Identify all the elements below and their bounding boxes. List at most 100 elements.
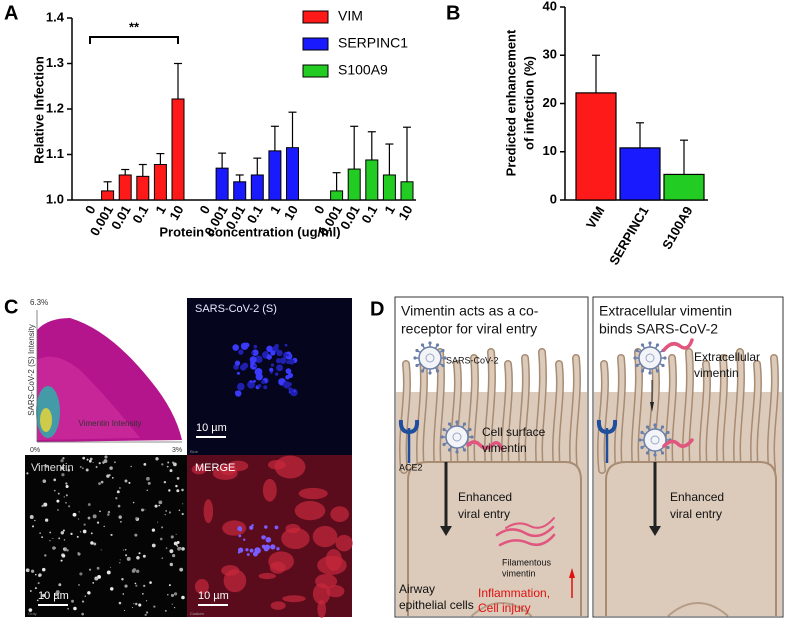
red-signal: [267, 460, 286, 470]
virus-spike: [441, 348, 445, 353]
gray-signal: [134, 533, 138, 537]
microvillus: [468, 355, 478, 473]
gray-signal: [82, 467, 84, 470]
gray-signal: [147, 481, 151, 485]
microvillus: [666, 355, 676, 473]
gray-signal: [65, 494, 68, 497]
blue-signal: [251, 349, 259, 357]
red-signal: [191, 464, 207, 475]
outcome-label: Inflammation,: [478, 586, 550, 600]
blue-signal: [269, 367, 274, 373]
blue-signal: [232, 344, 239, 351]
error-bar: [218, 152, 227, 169]
blue-signal: [255, 355, 263, 364]
bar: [330, 190, 344, 201]
gray-signal: [119, 559, 121, 561]
blue-signal: [285, 368, 292, 374]
gray-signal: [67, 468, 71, 472]
red-signal: [262, 478, 277, 502]
image-texture: [25, 342, 353, 618]
gray-signal: [28, 608, 33, 612]
red-signal: [330, 506, 349, 522]
gray-signal: [112, 477, 114, 479]
gray-signal: [119, 562, 121, 564]
x-axis-label: Protein concentration (ug/ml): [159, 224, 340, 239]
bar: [575, 92, 617, 201]
error-bar: [350, 125, 359, 170]
blue-signal: [251, 351, 254, 355]
y-axis-label: Relative Infection: [31, 56, 46, 164]
gray-signal: [52, 546, 56, 550]
blue-signal: [251, 524, 254, 527]
gray-signal: [99, 510, 101, 513]
blue-signal: [274, 343, 279, 349]
virus-core: [452, 432, 462, 442]
bar: [171, 98, 185, 201]
box-title: receptor for viral entry: [401, 321, 537, 337]
gray-signal: [72, 512, 77, 517]
gray-signal: [84, 595, 86, 597]
blue-signal: [254, 368, 263, 376]
gray-signal: [128, 481, 131, 484]
blue-signal: [261, 535, 266, 540]
blue-signal: [284, 343, 288, 347]
arrow-head: [650, 402, 654, 412]
vimentin-label: Cell surface: [482, 425, 546, 439]
microvillus: [502, 361, 512, 473]
channel-label: Gray: [28, 611, 37, 616]
gray-signal: [49, 540, 51, 542]
gray-signal: [151, 543, 156, 548]
red-signal: [312, 525, 338, 548]
microvillus: [632, 349, 642, 473]
error-bar: [636, 122, 644, 148]
y-tick-label: 1.2: [46, 100, 64, 115]
gray-signal: [124, 548, 127, 551]
microvillus: [536, 349, 546, 473]
y-tick-label: 30: [543, 47, 557, 62]
gray-signal: [43, 502, 48, 507]
gray-signal: [168, 489, 171, 492]
red-signal: [317, 555, 347, 575]
gray-signal: [164, 609, 167, 612]
blue-signal: [288, 387, 293, 392]
blue-signal: [274, 372, 279, 376]
gray-signal: [37, 582, 40, 585]
gray-signal: [29, 515, 34, 519]
gray-signal: [136, 555, 140, 560]
blue-signal: [242, 362, 249, 369]
gray-signal: [138, 552, 141, 555]
virus-icon: [413, 341, 447, 375]
error-bar: [253, 157, 262, 175]
panel-label: D: [370, 298, 384, 320]
red-signal: [285, 523, 301, 534]
virus-icon: [633, 341, 667, 375]
virus-spike: [640, 343, 645, 347]
gray-signal: [90, 541, 94, 545]
gray-signal: [89, 568, 92, 571]
bar: [136, 175, 150, 201]
gray-signal: [161, 557, 164, 559]
gray-signal: [44, 463, 47, 466]
y-tick-label: 20: [543, 95, 557, 110]
virus-spike: [653, 453, 657, 457]
virus-spike: [470, 435, 474, 439]
microvillus: [649, 361, 659, 473]
gray-signal: [118, 601, 122, 605]
vimentin-filament: [662, 338, 694, 352]
scatter-x-max: 3%: [172, 447, 182, 454]
gray-signal: [66, 548, 69, 552]
virus-spike: [645, 451, 650, 455]
gray-signal: [42, 479, 47, 483]
gray-signal: [85, 468, 89, 472]
box-title: binds SARS-CoV-2: [599, 321, 718, 337]
bar: [663, 173, 705, 201]
blue-signal: [287, 372, 294, 378]
blue-signal: [265, 536, 272, 543]
gray-signal: [95, 466, 98, 468]
scatter-cloud: [37, 356, 140, 440]
gray-signal: [41, 567, 46, 572]
error-bar: [385, 143, 394, 175]
virus-spike: [666, 430, 670, 435]
blue-signal: [249, 548, 254, 553]
y-tick-label: 0: [550, 191, 557, 206]
